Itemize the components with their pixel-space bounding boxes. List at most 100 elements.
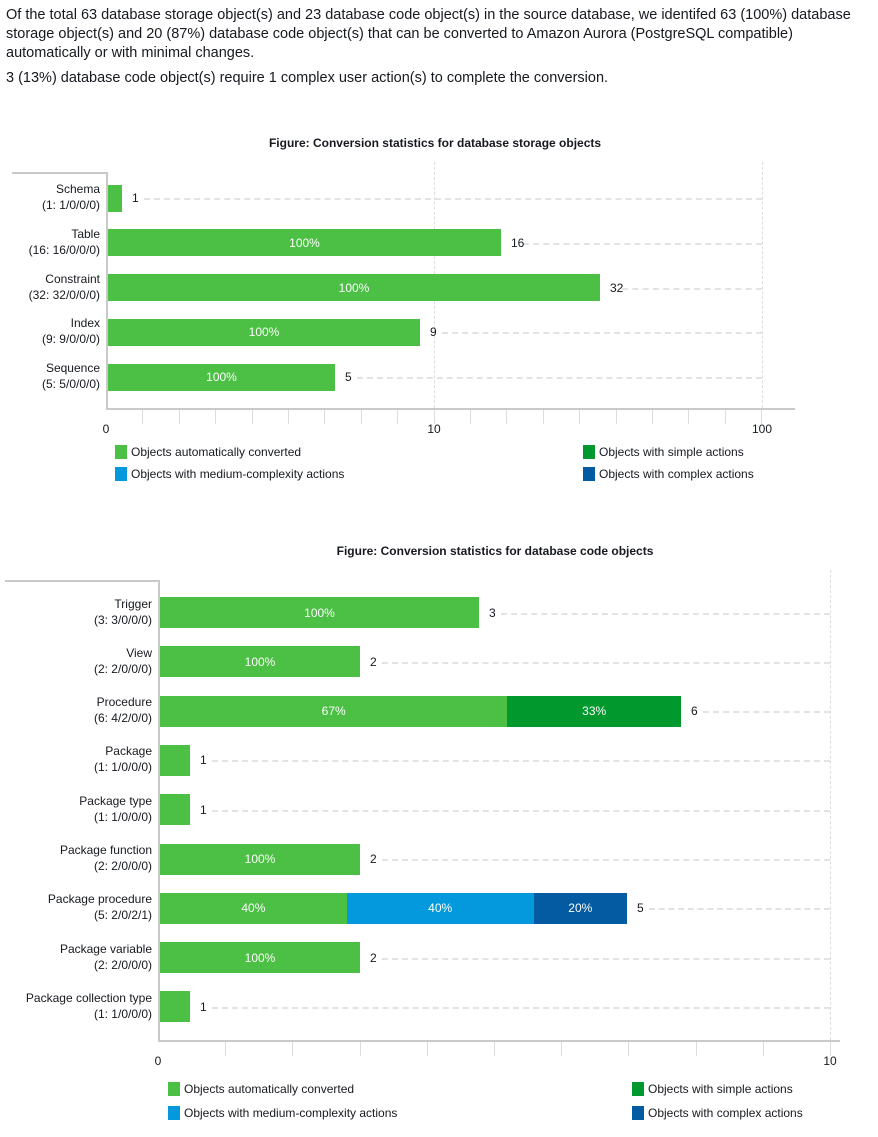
category-label: Package type (1: 1/0/0/0)	[79, 793, 152, 825]
bar-total-label: 1	[200, 802, 207, 817]
category-name: Package variable	[59, 941, 152, 956]
x-axis-tick	[288, 410, 289, 424]
summary-paragraph-2: 3 (13%) database code object(s) require …	[6, 70, 609, 86]
x-axis-line	[158, 1040, 840, 1042]
legend-label: Objects with complex actions	[599, 467, 754, 481]
legend-item-complex[interactable]: Objects with complex actions	[632, 1106, 803, 1120]
x-axis-tick	[543, 410, 544, 424]
x-axis-tick	[215, 410, 216, 424]
legend-swatch	[583, 445, 595, 459]
axis-top-line	[5, 580, 158, 582]
x-axis-tick	[761, 410, 762, 424]
x-axis-tick	[725, 410, 726, 424]
bar-total-label: 1	[132, 191, 139, 205]
x-axis-tick	[616, 410, 617, 424]
x-axis-tick	[470, 410, 471, 424]
horizontal-gridline	[442, 332, 762, 334]
bar-percent-label: 100%	[206, 370, 237, 385]
bar-segment-auto	[108, 363, 335, 391]
x-axis-tick	[292, 1042, 293, 1056]
horizontal-gridline	[622, 288, 762, 290]
x-axis-tick	[324, 410, 325, 424]
x-axis-tick	[142, 410, 143, 424]
axis-top-line	[12, 172, 106, 174]
bar-total-label: 1	[200, 999, 207, 1014]
x-tick-label: 10	[823, 1054, 837, 1068]
x-axis-tick	[763, 1042, 764, 1056]
category-label: Package (1: 1/0/0/0)	[94, 743, 152, 775]
x-axis-tick	[628, 1042, 629, 1056]
legend-item-complex[interactable]: Objects with complex actions	[583, 467, 754, 481]
vertical-gridline	[830, 570, 831, 1040]
bar-total-label: 6	[691, 704, 698, 719]
category-label: Package procedure (5: 2/0/2/1)	[48, 891, 152, 923]
bar-total-label: 9	[430, 325, 437, 340]
legend-swatch	[583, 467, 595, 481]
bar-percent-label: 100%	[338, 280, 370, 295]
category-detail: (1: 1/0/0/0)	[93, 809, 152, 824]
bar-segment-simple	[507, 695, 681, 727]
legend-item-auto[interactable]: Objects automatically converted	[168, 1082, 354, 1096]
category-detail: (16: 16/0/0/0)	[28, 242, 100, 257]
bar-segment-complex	[533, 892, 627, 924]
bar-total-label: 16	[511, 235, 525, 250]
category-name: Procedure	[96, 695, 152, 710]
legend-swatch	[115, 467, 127, 481]
category-detail: (9: 9/0/0/0)	[41, 332, 100, 347]
bar-total-label: 3	[489, 605, 496, 620]
bar-segment-auto	[160, 646, 360, 678]
category-detail: (1: 1/0/0/0)	[93, 1006, 152, 1021]
category-name: Package function	[59, 843, 152, 857]
x-tick-label: 10	[427, 422, 441, 436]
bar-percent-label: 100%	[244, 852, 276, 866]
category-label: Procedure (6: 4/2/0/0)	[94, 694, 152, 726]
legend-item-simple[interactable]: Objects with simple actions	[632, 1082, 793, 1096]
legend-label: Objects with simple actions	[648, 1082, 793, 1096]
category-label: Package collection type (1: 1/0/0/0)	[26, 990, 152, 1022]
vertical-gridline	[762, 162, 763, 408]
horizontal-gridline	[382, 958, 830, 960]
category-name: Sequence	[45, 361, 100, 376]
legend-item-medium[interactable]: Objects with medium-complexity actions	[168, 1106, 397, 1120]
bar-segment-medium	[346, 892, 534, 924]
category-name: Table	[71, 226, 100, 241]
x-tick-label: 100	[751, 422, 773, 436]
legend-swatch	[632, 1082, 644, 1096]
legend-item-simple[interactable]: Objects with simple actions	[583, 445, 744, 459]
legend-swatch	[168, 1106, 180, 1120]
category-label: View (2: 2/0/0/0)	[94, 645, 152, 677]
category-detail: (1: 1/0/0/0)	[41, 198, 100, 212]
legend-item-auto[interactable]: Objects automatically converted	[115, 445, 301, 459]
x-axis-tick	[360, 1042, 361, 1056]
bar-percent-label: 33%	[582, 704, 607, 719]
legend-swatch	[115, 445, 127, 459]
legend-label: Objects with medium-complexity actions	[184, 1106, 398, 1120]
bar-segment-auto	[160, 942, 360, 974]
x-axis-tick	[361, 410, 362, 424]
bar-percent-label: 40%	[428, 901, 453, 916]
horizontal-gridline	[212, 1007, 830, 1009]
bar-segment-auto	[160, 991, 190, 1023]
category-name: Trigger	[114, 596, 152, 611]
x-axis-tick	[427, 1042, 428, 1056]
category-label: Constraint (32: 32/0/0/0)	[29, 271, 100, 303]
bar-total-label: 1	[200, 753, 207, 768]
category-name: Package collection type	[25, 990, 152, 1005]
category-label: Package variable (2: 2/0/0/0)	[60, 941, 152, 973]
x-axis-tick	[830, 1042, 831, 1056]
legend-item-medium[interactable]: Objects with medium-complexity actions	[115, 467, 344, 481]
category-name: Package procedure	[47, 892, 152, 907]
bar-segment-auto	[160, 843, 360, 875]
category-label: Index (9: 9/0/0/0)	[42, 315, 100, 347]
legend-label: Objects with medium-complexity actions	[131, 467, 345, 481]
category-name: Package type	[79, 793, 152, 808]
x-axis-tick	[252, 410, 253, 424]
x-axis-tick	[561, 1042, 562, 1056]
bar-segment-auto	[160, 597, 479, 628]
category-detail: (32: 32/0/0/0)	[28, 287, 100, 302]
category-detail: (3: 3/0/0/0)	[93, 612, 152, 627]
category-detail: (6: 4/2/0/0)	[93, 711, 152, 726]
bar-segment-auto	[160, 794, 190, 826]
category-label: Schema (1: 1/0/0/0)	[42, 181, 100, 213]
horizontal-gridline	[523, 243, 762, 245]
